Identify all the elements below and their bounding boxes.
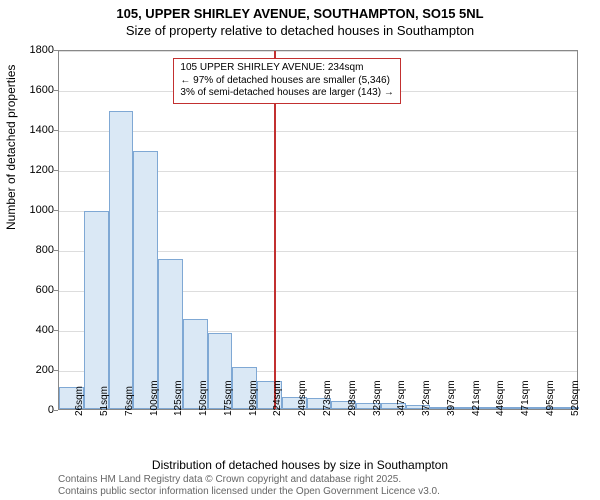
reference-marker-line: [274, 51, 276, 409]
y-tick-mark: [54, 90, 58, 91]
y-tick-label: 200: [24, 364, 54, 376]
annotation-line: 105 UPPER SHIRLEY AVENUE: 234sqm: [180, 62, 393, 75]
grid-line: [59, 51, 577, 52]
x-tick-label: 249sqm: [297, 380, 308, 416]
x-tick-label: 125sqm: [173, 380, 184, 416]
grid-line: [59, 131, 577, 132]
x-tick-label: 26sqm: [74, 386, 85, 416]
chart-title-sub: Size of property relative to detached ho…: [0, 23, 600, 38]
y-tick-mark: [54, 330, 58, 331]
y-tick-label: 1000: [24, 204, 54, 216]
x-tick-label: 421sqm: [471, 380, 482, 416]
y-tick-mark: [54, 170, 58, 171]
chart-plot-area: 105 UPPER SHIRLEY AVENUE: 234sqm← 97% of…: [58, 50, 578, 410]
y-tick-label: 1600: [24, 84, 54, 96]
y-tick-label: 600: [24, 284, 54, 296]
x-tick-label: 446sqm: [495, 380, 506, 416]
y-tick-mark: [54, 370, 58, 371]
y-tick-mark: [54, 210, 58, 211]
histogram-bar: [84, 211, 109, 409]
x-tick-label: 372sqm: [421, 380, 432, 416]
footer-line-1: Contains HM Land Registry data © Crown c…: [58, 474, 440, 486]
annotation-line: 3% of semi-detached houses are larger (1…: [180, 87, 393, 100]
y-tick-mark: [54, 290, 58, 291]
y-tick-label: 1400: [24, 124, 54, 136]
y-tick-mark: [54, 50, 58, 51]
y-tick-label: 1800: [24, 44, 54, 56]
y-axis-label: Number of detached properties: [4, 65, 18, 230]
y-tick-label: 400: [24, 324, 54, 336]
x-tick-label: 298sqm: [347, 380, 358, 416]
x-tick-label: 76sqm: [124, 386, 135, 416]
footer-attribution: Contains HM Land Registry data © Crown c…: [58, 474, 440, 498]
footer-line-2: Contains public sector information licen…: [58, 486, 440, 498]
x-axis-label: Distribution of detached houses by size …: [0, 458, 600, 472]
x-tick-label: 175sqm: [223, 380, 234, 416]
y-tick-label: 1200: [24, 164, 54, 176]
x-tick-label: 273sqm: [322, 380, 333, 416]
x-tick-label: 347sqm: [396, 380, 407, 416]
histogram-bar: [109, 111, 134, 409]
x-tick-label: 224sqm: [272, 380, 283, 416]
chart-title-main: 105, UPPER SHIRLEY AVENUE, SOUTHAMPTON, …: [0, 6, 600, 21]
x-tick-label: 51sqm: [99, 386, 110, 416]
annotation-line: ← 97% of detached houses are smaller (5,…: [180, 75, 393, 88]
x-tick-label: 150sqm: [198, 380, 209, 416]
annotation-callout: 105 UPPER SHIRLEY AVENUE: 234sqm← 97% of…: [173, 58, 400, 104]
x-tick-label: 323sqm: [372, 380, 383, 416]
x-tick-label: 495sqm: [545, 380, 556, 416]
y-tick-label: 800: [24, 244, 54, 256]
y-tick-mark: [54, 410, 58, 411]
histogram-bar: [133, 151, 158, 409]
x-tick-label: 199sqm: [248, 380, 259, 416]
x-tick-label: 471sqm: [520, 380, 531, 416]
x-tick-label: 520sqm: [570, 380, 581, 416]
x-tick-label: 397sqm: [446, 380, 457, 416]
y-tick-label: 0: [24, 404, 54, 416]
y-tick-mark: [54, 250, 58, 251]
y-tick-mark: [54, 130, 58, 131]
x-tick-label: 100sqm: [149, 380, 160, 416]
